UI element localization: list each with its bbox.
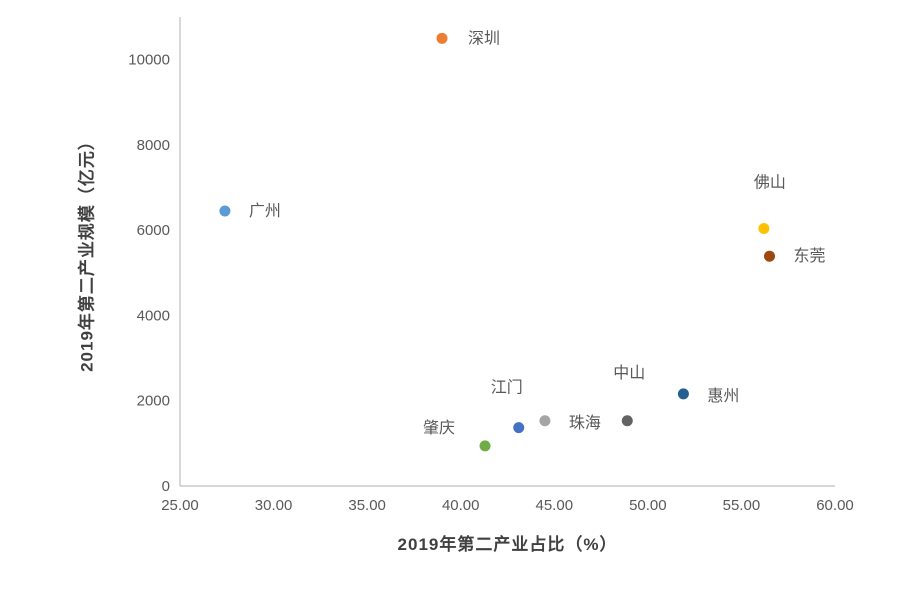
- point-label: 惠州: [707, 387, 739, 405]
- point-label: 中山: [613, 364, 645, 382]
- data-point: [436, 32, 448, 44]
- point-label: 东莞: [793, 247, 825, 265]
- data-point: [513, 422, 525, 434]
- data-point: [479, 440, 491, 452]
- data-point: [764, 250, 775, 262]
- x-tick-label: 35.00: [348, 497, 386, 514]
- data-point: [621, 415, 633, 427]
- point-label: 肇庆: [423, 419, 455, 437]
- x-tick-label: 40.00: [442, 497, 480, 514]
- data-point: [677, 388, 689, 400]
- x-tick-label: 60.00: [816, 497, 854, 514]
- point-label: 广州: [249, 202, 281, 220]
- data-point: [758, 222, 770, 234]
- y-tick-label: 8000: [137, 137, 170, 154]
- point-label: 珠海: [569, 414, 601, 432]
- data-point: [219, 205, 231, 217]
- point-label: 佛山: [754, 173, 786, 191]
- data-point: [539, 415, 551, 427]
- y-axis-title: 2019年第二产业规模（亿元）: [77, 132, 97, 372]
- point-label: 深圳: [468, 29, 500, 47]
- y-tick-label: 2000: [137, 393, 170, 410]
- x-axis-title: 2019年第二产业占比（%）: [397, 535, 618, 554]
- point-label: 江门: [491, 379, 523, 397]
- x-tick-label: 45.00: [536, 497, 574, 514]
- x-tick-label: 50.00: [629, 497, 667, 514]
- y-tick-label: 4000: [137, 307, 170, 324]
- x-tick-label: 30.00: [255, 497, 293, 514]
- y-tick-label: 10000: [128, 52, 170, 69]
- x-tick-label: 25.00: [161, 497, 199, 514]
- y-tick-label: 6000: [137, 222, 170, 239]
- x-tick-label: 55.00: [723, 497, 761, 514]
- y-tick-label: 0: [162, 478, 170, 495]
